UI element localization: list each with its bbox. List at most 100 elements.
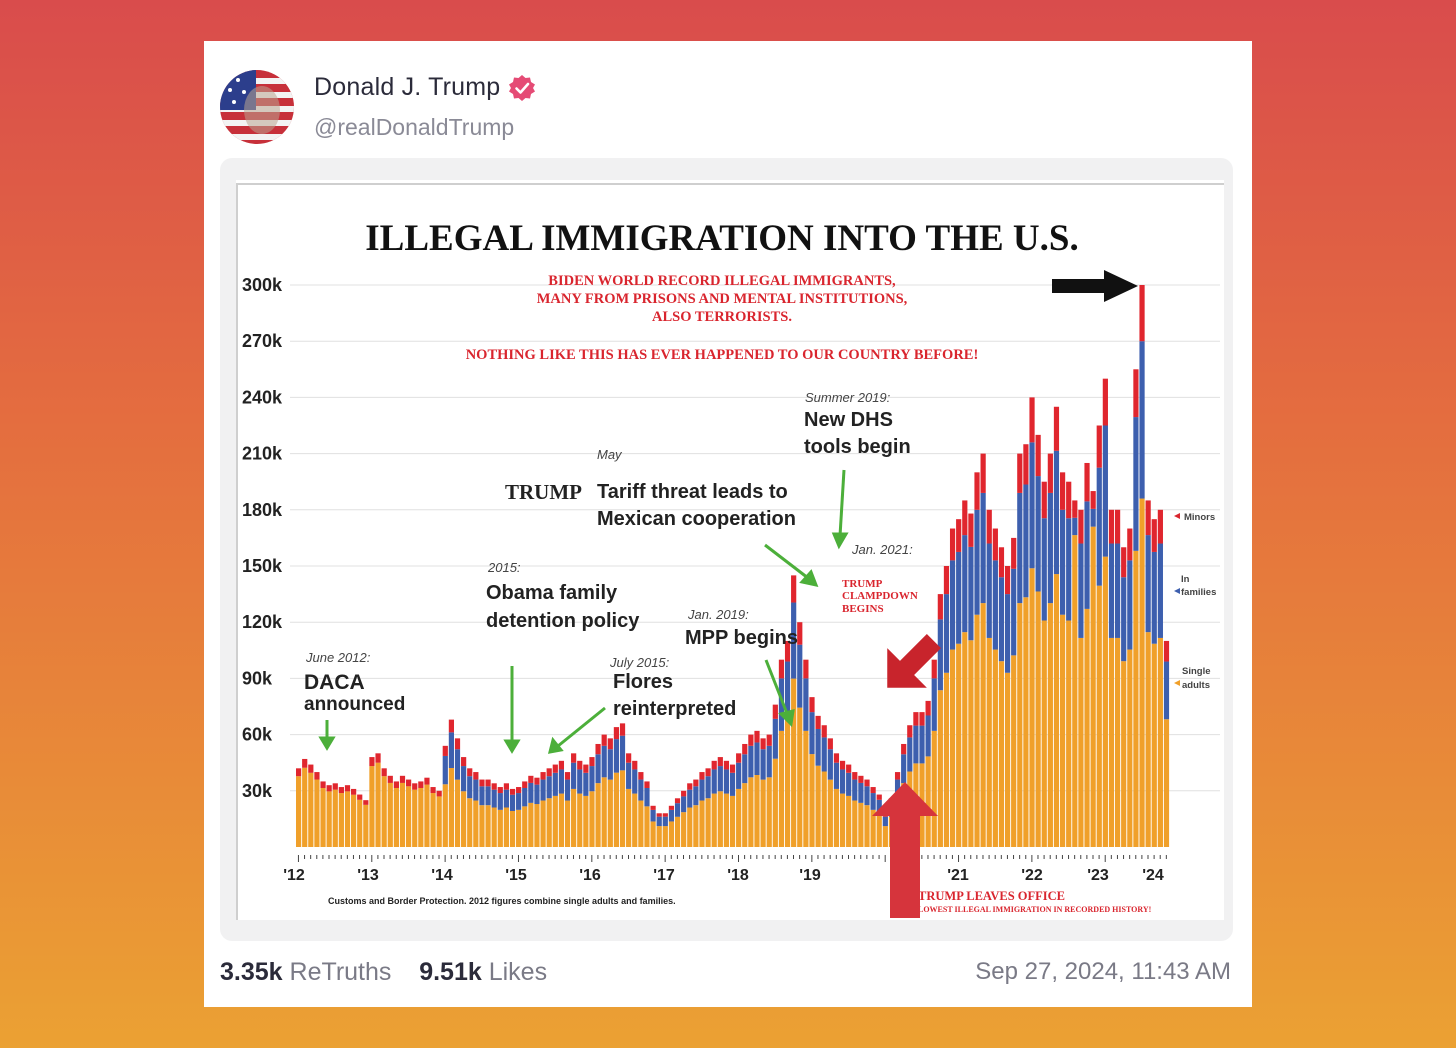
bar-families	[723, 769, 730, 794]
bar-single-adults	[687, 807, 693, 847]
bar-single-adults	[772, 758, 778, 847]
bar-single-adults	[956, 643, 962, 847]
bar-single-adults	[852, 800, 858, 847]
bar-single-adults	[1096, 585, 1102, 847]
bar-minors	[986, 509, 992, 544]
red-arrow-down-icon	[887, 634, 941, 688]
leaves-office: TRUMP LEAVES OFFICE	[918, 889, 1065, 903]
bar-families	[528, 782, 534, 803]
bar-single-adults	[516, 809, 522, 847]
bar-families	[1127, 560, 1133, 650]
bar-minors	[1114, 509, 1121, 544]
author-name[interactable]: Donald J. Trump	[314, 73, 536, 102]
bar-single-adults	[509, 810, 516, 847]
subtitle-line-3: ALSO TERRORISTS.	[652, 309, 792, 325]
bar-single-adults	[797, 707, 803, 847]
chart-title: ILLEGAL IMMIGRATION INTO THE U.S.	[365, 218, 1078, 259]
bar-single-adults	[778, 730, 785, 847]
dhs-line-1: New DHS	[804, 409, 893, 431]
bar-minors	[736, 753, 742, 763]
bar-minors	[870, 787, 876, 794]
bar-single-adults	[882, 826, 888, 847]
bar-minors	[571, 753, 577, 763]
bar-minors	[454, 738, 461, 750]
bar-single-adults	[968, 640, 974, 847]
likes-count[interactable]: 9.51k	[419, 958, 482, 986]
bar-single-adults	[479, 805, 485, 847]
bar-minors	[839, 760, 846, 770]
bar-families	[613, 739, 620, 773]
bar-single-adults	[308, 772, 314, 847]
bar-minors	[778, 659, 785, 679]
bar-minors	[583, 764, 589, 773]
bar-families	[766, 745, 772, 778]
bar-minors	[864, 779, 870, 787]
retruths-count[interactable]: 3.35k	[220, 958, 283, 986]
likes-label[interactable]: Likes	[488, 958, 548, 986]
author-handle[interactable]: @realDonaldTrump	[314, 114, 515, 140]
bar-minors	[1072, 500, 1078, 518]
legend-single-1: Single	[1182, 666, 1211, 677]
bar-single-adults	[974, 614, 980, 847]
bar-minors	[980, 453, 986, 493]
clampdown-line-3: BEGINS	[842, 603, 884, 615]
bar-minors	[705, 768, 711, 777]
bar-minors	[1108, 509, 1115, 544]
bar-families	[1139, 341, 1145, 499]
bar-families	[693, 786, 699, 806]
bar-single-adults	[607, 779, 613, 847]
bar-single-adults	[344, 791, 351, 847]
bar-single-adults	[1133, 550, 1139, 847]
bar-families	[717, 766, 723, 792]
bar-single-adults	[638, 800, 644, 847]
bar-families	[552, 772, 558, 796]
bar-single-adults	[424, 784, 430, 847]
bar-families	[1133, 417, 1139, 551]
bar-single-adults	[442, 784, 448, 847]
bar-single-adults	[412, 789, 418, 847]
clampdown-line-1: TRUMP	[842, 578, 883, 590]
bar-single-adults	[1145, 632, 1151, 847]
bar-families	[638, 779, 644, 801]
bar-families	[754, 742, 760, 775]
bar-single-adults	[632, 793, 638, 847]
bar-minors	[815, 715, 821, 729]
bar-families	[846, 772, 852, 796]
bar-single-adults	[998, 661, 1005, 847]
bar-families	[827, 749, 833, 780]
bar-minors	[363, 800, 369, 805]
post-image[interactable]: 30k 60k 90k 120k 150k 180k 210k 240k 270k 300k '1…	[220, 158, 1233, 941]
bar-minors	[962, 500, 968, 536]
bar-single-adults	[619, 770, 626, 847]
y-tick-label: 180k	[242, 500, 283, 520]
bar-minors	[1078, 509, 1084, 544]
bar-minors	[772, 704, 778, 719]
avatar[interactable]	[220, 70, 294, 144]
bar-families	[571, 762, 577, 789]
bar-single-adults	[656, 826, 662, 847]
bar-minors	[332, 783, 338, 790]
bar-minors	[998, 547, 1005, 578]
legend-single-2: adults	[1182, 680, 1210, 691]
bar-minors	[760, 738, 766, 750]
bar-minors	[894, 772, 901, 780]
bar-minors	[1047, 453, 1053, 493]
retruths-label[interactable]: ReTruths	[289, 958, 392, 986]
subtitle-line-2: MANY FROM PRISONS AND MENTAL INSTITUTION…	[537, 291, 908, 307]
bar-families	[876, 799, 882, 815]
bar-single-adults	[668, 821, 675, 847]
bar-single-adults	[858, 802, 864, 847]
bar-families	[540, 779, 546, 801]
bar-single-adults	[943, 672, 950, 847]
bar-families	[870, 793, 876, 810]
bar-minors	[858, 775, 864, 783]
bar-families	[461, 766, 467, 792]
bar-families	[858, 782, 864, 803]
bar-single-adults	[821, 771, 827, 847]
bar-single-adults	[626, 788, 632, 847]
bar-families	[1053, 450, 1060, 575]
bar-minors	[375, 753, 381, 763]
bar-single-adults	[839, 793, 846, 847]
bar-families	[821, 737, 827, 772]
bar-minors	[534, 777, 540, 785]
